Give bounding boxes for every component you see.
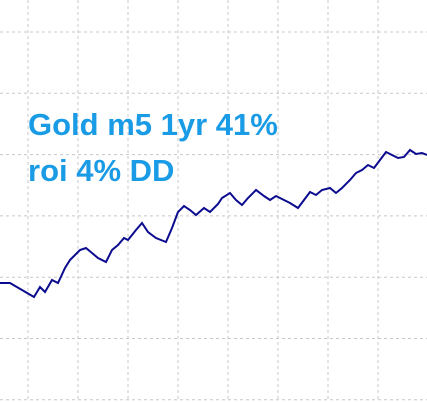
equity-line	[0, 148, 427, 299]
chart-title-line: Gold m5 1yr 41%	[28, 107, 278, 142]
chart-title-line: roi 4% DD	[28, 153, 174, 188]
